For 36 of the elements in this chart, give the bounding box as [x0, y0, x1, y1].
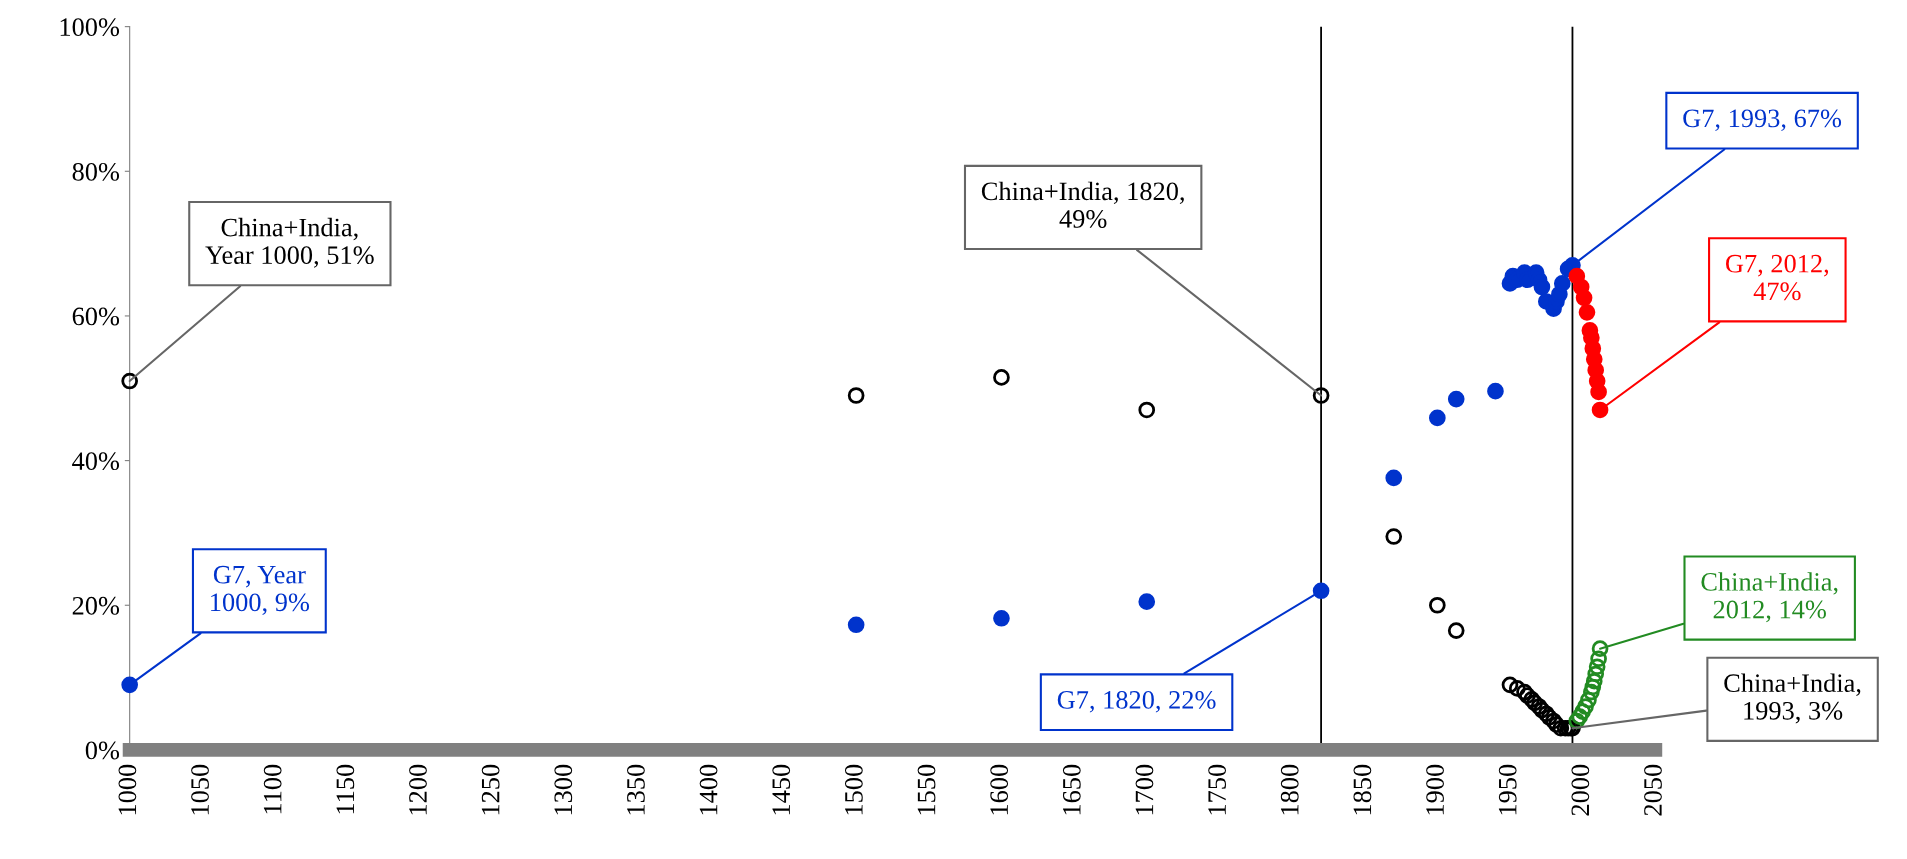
x-tick-label: 1300 [554, 764, 573, 815]
x-tick-label: 1650 [1062, 764, 1081, 815]
x-tick-label: 1100 [263, 764, 282, 814]
x-tick-label: 1400 [699, 764, 718, 815]
x-tick-label: 2000 [1571, 764, 1590, 816]
x-tick-label: 1800 [1280, 764, 1299, 815]
y-tick-label: 60% [72, 307, 120, 326]
annotation: China+India, 1820, 49% [981, 181, 1184, 228]
x-tick-label: 1550 [917, 764, 936, 815]
x-tick-label: 1500 [844, 764, 863, 815]
x-tick-label: 1850 [1353, 764, 1372, 815]
annotation: China+India, 1993, 3% [1724, 673, 1861, 724]
annotation: China+India, Year 1000, 51% [205, 217, 374, 268]
annotation: G7, Year 1000, 9% [211, 565, 310, 615]
x-tick-label: 1350 [627, 764, 645, 815]
y-tick-label: 40% [72, 452, 120, 471]
y-tick-label: 80% [72, 162, 120, 181]
y-tick-label: 0% [85, 741, 120, 760]
annotation: G7, 2012, 47% [1726, 254, 1829, 301]
x-tick-label: 1250 [481, 764, 500, 815]
x-tick-label: 1950 [1498, 764, 1517, 815]
x-tick-label: 1050 [191, 764, 209, 815]
x-tick-label: 1900 [1426, 764, 1444, 815]
x-tick-label: 1750 [1208, 764, 1226, 815]
x-tick-label: 1600 [990, 764, 1009, 815]
annotation: G7, 1820, 22% [1057, 690, 1216, 713]
x-tick-label: 1450 [772, 764, 791, 815]
x-tick-label: 1200 [409, 764, 427, 815]
annotation: China+India, 2012, 14% [1701, 572, 1838, 623]
x-tick-label: 1000 [118, 764, 137, 815]
y-tick-label: 20% [72, 596, 120, 615]
annotation: G7, 1993, 67% [1683, 109, 1842, 132]
x-tick-label: 2050 [1644, 764, 1662, 816]
x-tick-label: 1700 [1135, 764, 1154, 815]
x-tick-label: 1150 [336, 764, 355, 814]
y-tick-label: 100% [60, 18, 120, 37]
